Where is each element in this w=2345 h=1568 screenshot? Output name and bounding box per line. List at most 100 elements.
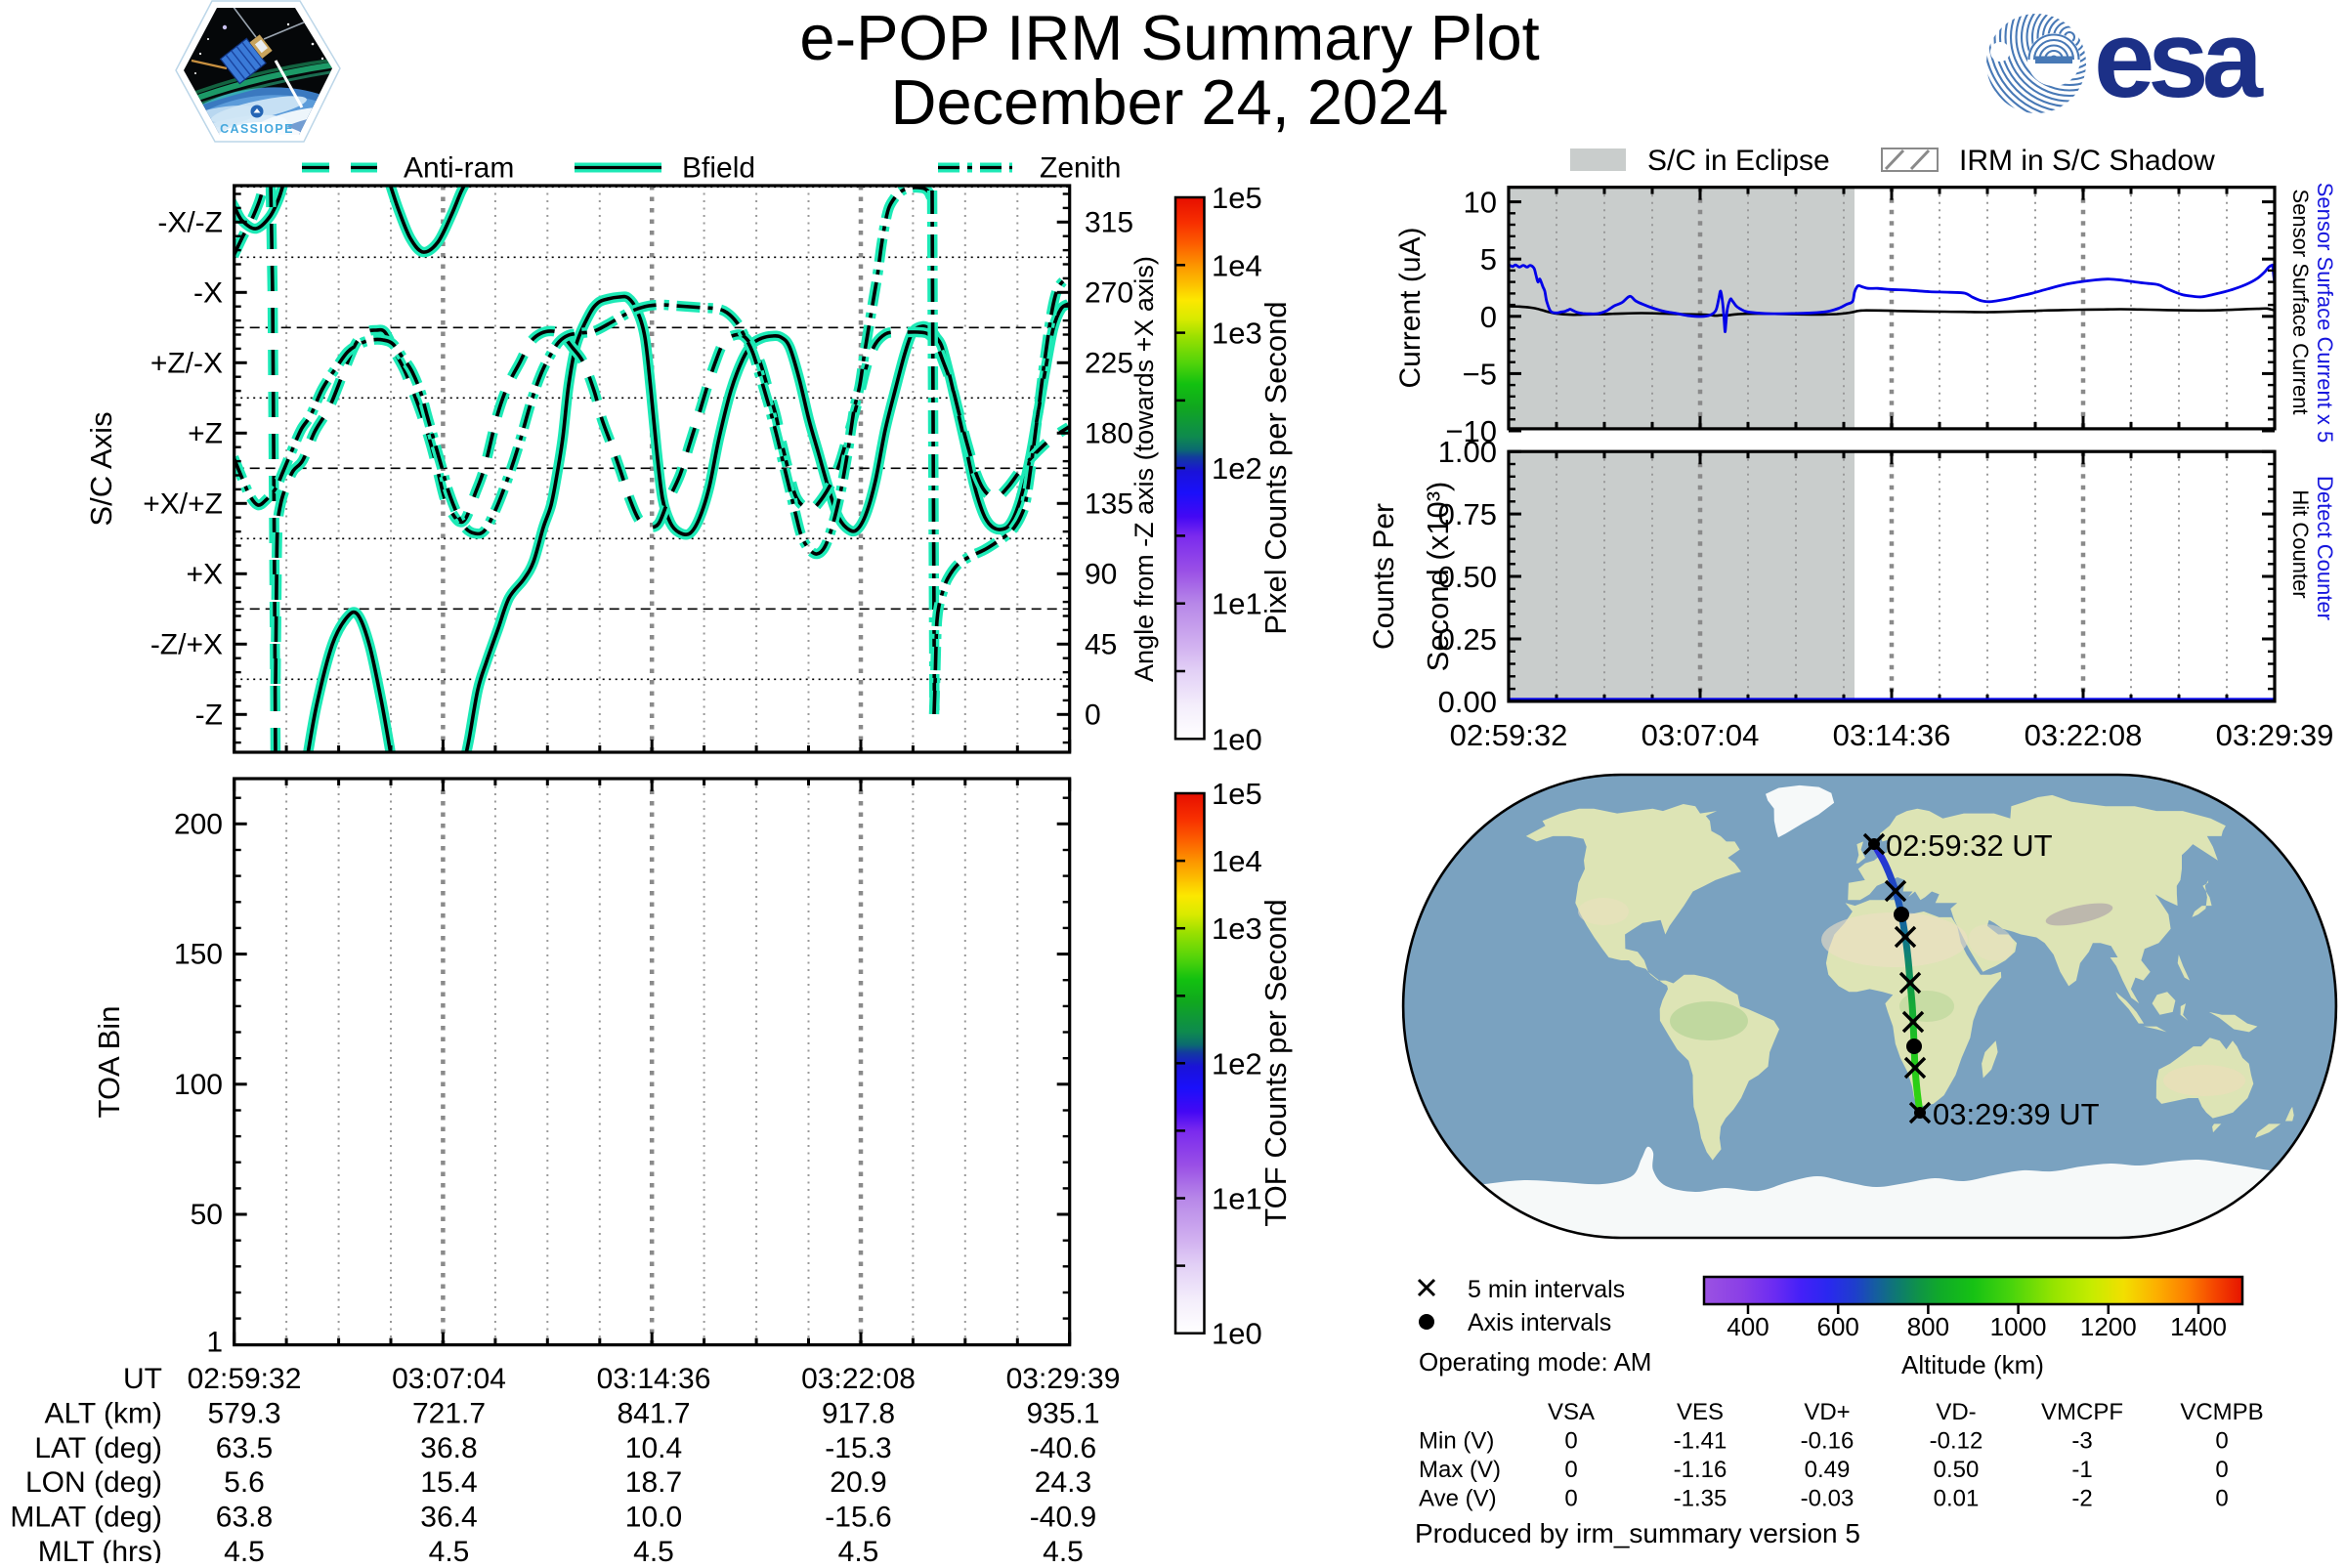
svg-text:-40.9: -40.9: [1030, 1502, 1096, 1534]
svg-text:10.4: 10.4: [625, 1432, 682, 1464]
svg-text:Axis intervals: Axis intervals: [1468, 1309, 1611, 1336]
svg-text:LON (deg): LON (deg): [25, 1466, 162, 1499]
svg-text:December 24, 2024: December 24, 2024: [891, 66, 1449, 138]
svg-text:03:07:04: 03:07:04: [392, 1363, 506, 1395]
svg-text:S/C Axis: S/C Axis: [84, 411, 118, 526]
svg-text:180: 180: [1085, 417, 1133, 449]
svg-text:−5: −5: [1463, 357, 1497, 391]
svg-text:36.8: 36.8: [420, 1432, 477, 1464]
svg-text:1e0: 1e0: [1212, 722, 1262, 756]
svg-text:15.4: 15.4: [420, 1466, 477, 1499]
svg-text:Angle from -Z axis (towards +X: Angle from -Z axis (towards +X axis): [1130, 256, 1159, 682]
svg-text:5 min intervals: 5 min intervals: [1468, 1276, 1625, 1303]
svg-text:600: 600: [1817, 1312, 1859, 1341]
svg-text:0.50: 0.50: [1934, 1457, 1980, 1483]
svg-text:-1.35: -1.35: [1674, 1486, 1727, 1512]
svg-text:0.75: 0.75: [1438, 497, 1497, 531]
svg-text:1e1: 1e1: [1212, 587, 1262, 621]
svg-text:VCMPB: VCMPB: [2180, 1399, 2263, 1425]
svg-text:+Z/-X: +Z/-X: [150, 347, 223, 379]
svg-text:MLAT (deg): MLAT (deg): [10, 1502, 162, 1534]
svg-text:45: 45: [1085, 628, 1117, 660]
svg-text:-2: -2: [2071, 1486, 2092, 1512]
svg-text:Min (V): Min (V): [1419, 1428, 1494, 1455]
svg-text:−10: −10: [1445, 414, 1497, 448]
svg-text:03:14:36: 03:14:36: [1833, 718, 1951, 752]
svg-text:0.50: 0.50: [1438, 560, 1497, 594]
svg-text:Altitude (km): Altitude (km): [1901, 1350, 2044, 1379]
svg-text:Operating mode: AM: Operating mode: AM: [1419, 1347, 1651, 1377]
svg-text:0: 0: [2215, 1428, 2228, 1455]
svg-text:935.1: 935.1: [1026, 1397, 1099, 1429]
svg-text:Detect Counter: Detect Counter: [2313, 476, 2337, 620]
svg-text:Sensor Surface Current: Sensor Surface Current: [2288, 189, 2313, 414]
svg-text:36.4: 36.4: [420, 1502, 477, 1534]
svg-text:e-POP IRM Summary Plot: e-POP IRM Summary Plot: [799, 2, 1539, 73]
svg-text:Zenith: Zenith: [1040, 152, 1121, 185]
svg-text:5: 5: [1480, 242, 1497, 276]
svg-text:03:29:39 UT: 03:29:39 UT: [1933, 1097, 2100, 1131]
svg-text:917.8: 917.8: [822, 1397, 895, 1429]
svg-text:-15.3: -15.3: [825, 1432, 891, 1464]
svg-text:Current (uA): Current (uA): [1394, 227, 1427, 388]
svg-text:0: 0: [2215, 1457, 2228, 1483]
svg-text:-Z/+X: -Z/+X: [150, 628, 223, 660]
svg-text:1: 1: [206, 1327, 223, 1359]
svg-text:1e2: 1e2: [1212, 451, 1262, 486]
svg-text:02:59:32 UT: 02:59:32 UT: [1886, 828, 2053, 863]
svg-text:4.5: 4.5: [224, 1536, 265, 1563]
svg-text:-15.6: -15.6: [825, 1502, 891, 1534]
svg-text:841.7: 841.7: [617, 1397, 690, 1429]
svg-text:Hit Counter: Hit Counter: [2288, 489, 2313, 598]
svg-text:1000: 1000: [1990, 1312, 2047, 1341]
svg-text:1e5: 1e5: [1212, 777, 1262, 811]
svg-text:+X: +X: [186, 558, 223, 590]
svg-text:0: 0: [2215, 1486, 2228, 1512]
svg-text:10: 10: [1464, 186, 1497, 220]
svg-text:1e2: 1e2: [1212, 1046, 1262, 1081]
svg-text:Counts Per: Counts Per: [1368, 503, 1400, 650]
svg-text:90: 90: [1085, 558, 1117, 590]
svg-text:S/C in Eclipse: S/C in Eclipse: [1647, 145, 1830, 177]
svg-text:4.5: 4.5: [838, 1536, 879, 1563]
svg-text:ALT (km): ALT (km): [44, 1397, 162, 1429]
svg-text:200: 200: [174, 808, 223, 840]
svg-text:0.49: 0.49: [1805, 1457, 1851, 1483]
svg-text:721.7: 721.7: [412, 1397, 486, 1429]
svg-text:4.5: 4.5: [1043, 1536, 1084, 1563]
svg-text:-0.03: -0.03: [1801, 1486, 1855, 1512]
svg-text:02:59:32: 02:59:32: [188, 1363, 302, 1395]
svg-text:0: 0: [1564, 1457, 1577, 1483]
svg-text:VD-: VD-: [1936, 1399, 1976, 1425]
svg-text:63.5: 63.5: [216, 1432, 273, 1464]
svg-text:1200: 1200: [2080, 1312, 2137, 1341]
svg-text:IRM in S/C Shadow: IRM in S/C Shadow: [1959, 145, 2215, 177]
svg-text:CASSIOPE: CASSIOPE: [220, 122, 294, 136]
svg-text:Sensor Surface Current x 5: Sensor Surface Current x 5: [2313, 183, 2337, 444]
svg-text:1.00: 1.00: [1438, 435, 1497, 469]
svg-text:400: 400: [1727, 1312, 1769, 1341]
svg-text:Produced by irm_summary versio: Produced by irm_summary version 5: [1415, 1518, 1860, 1548]
svg-text:TOA Bin: TOA Bin: [92, 1006, 126, 1119]
svg-text:TOF Counts per Second: TOF Counts per Second: [1258, 899, 1293, 1226]
svg-text:0.25: 0.25: [1438, 622, 1497, 657]
svg-text:100: 100: [174, 1069, 223, 1101]
svg-text:03:14:36: 03:14:36: [597, 1363, 711, 1395]
svg-text:VES: VES: [1677, 1399, 1724, 1425]
svg-text:-1.41: -1.41: [1674, 1428, 1727, 1455]
svg-text:0: 0: [1085, 699, 1101, 731]
svg-text:03:07:04: 03:07:04: [1642, 718, 1760, 752]
svg-text:800: 800: [1907, 1312, 1949, 1341]
svg-text:4.5: 4.5: [633, 1536, 674, 1563]
svg-text:-0.16: -0.16: [1801, 1428, 1855, 1455]
svg-text:-1.16: -1.16: [1674, 1457, 1727, 1483]
svg-text:-3: -3: [2071, 1428, 2092, 1455]
svg-text:03:29:39: 03:29:39: [2216, 718, 2334, 752]
svg-text:1e5: 1e5: [1212, 181, 1262, 215]
svg-text:esa: esa: [2094, 0, 2264, 120]
svg-text:03:22:08: 03:22:08: [801, 1363, 916, 1395]
svg-text:VSA: VSA: [1548, 1399, 1595, 1425]
svg-text:03:29:39: 03:29:39: [1006, 1363, 1121, 1395]
svg-text:-X/-Z: -X/-Z: [157, 206, 223, 238]
svg-text:Ave (V): Ave (V): [1419, 1486, 1497, 1512]
